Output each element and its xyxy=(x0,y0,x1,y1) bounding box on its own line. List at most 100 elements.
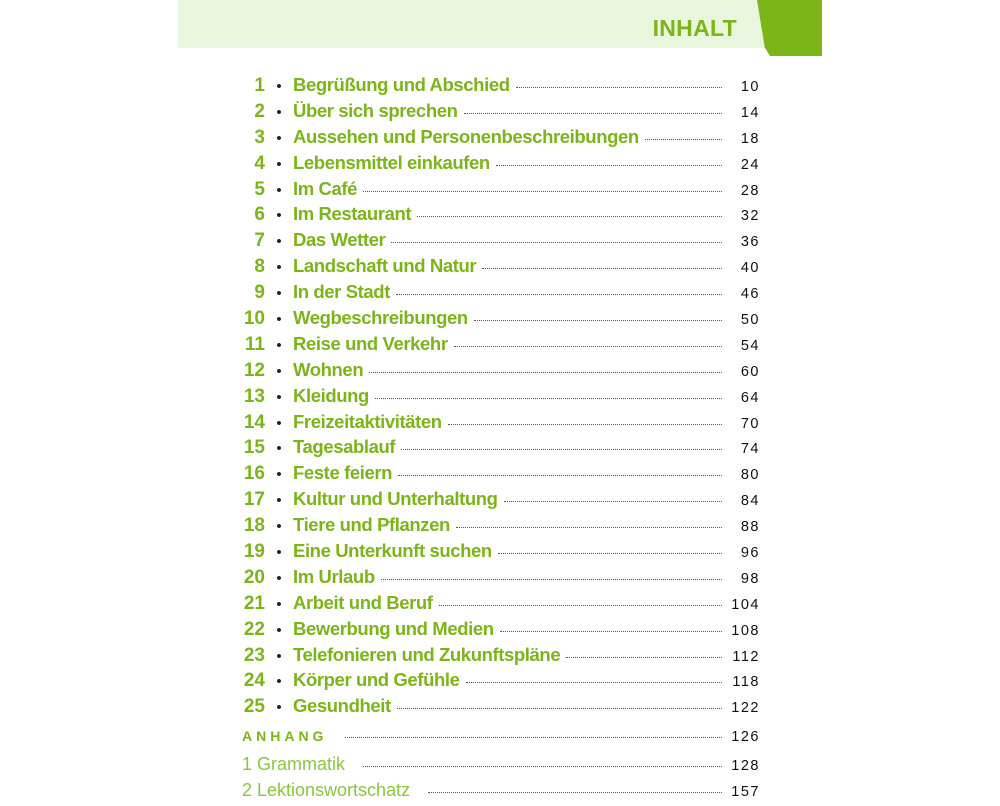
chapter-title: Im Café xyxy=(293,177,358,199)
chapter-title: Über sich sprechen xyxy=(293,99,458,121)
toc-chapter-row[interactable]: 5 • Im Café 28 xyxy=(230,178,760,204)
toc-chapter-row[interactable]: 18 • Tiere und Pflanzen 88 xyxy=(230,514,760,540)
dot-leader xyxy=(391,242,722,244)
page-number: 98 xyxy=(740,570,760,587)
chapter-number: 24 xyxy=(243,670,265,692)
page-number: 60 xyxy=(740,363,760,380)
toc-chapter-row[interactable]: 7 • Das Wetter 36 xyxy=(230,229,760,255)
toc-chapter-row[interactable]: 15 • Tagesablauf 74 xyxy=(230,436,760,462)
bullet-icon: • xyxy=(276,388,282,406)
page-number: 74 xyxy=(740,441,760,458)
chapter-number: 4 xyxy=(254,152,265,174)
toc-appendix-item[interactable]: 1 Grammatik 128 xyxy=(230,754,760,780)
toc-chapter-row[interactable]: 12 • Wohnen 60 xyxy=(230,359,760,385)
toc-chapter-row[interactable]: 8 • Landschaft und Natur 40 xyxy=(230,255,760,281)
dot-leader xyxy=(495,164,722,166)
page-number: 122 xyxy=(731,700,760,717)
dot-leader xyxy=(363,766,722,768)
page-number: 14 xyxy=(740,104,760,121)
toc-chapter-row[interactable]: 24 • Körper und Gefühle 118 xyxy=(230,669,760,695)
bullet-icon: • xyxy=(276,518,282,536)
chapter-title: Begrüßung und Abschied xyxy=(293,74,510,95)
toc-chapter-row[interactable]: 14 • Freizeitaktivitäten 70 xyxy=(230,411,760,437)
page-number: 128 xyxy=(731,758,760,775)
page-number: 88 xyxy=(740,519,760,536)
dot-leader xyxy=(482,268,722,270)
dot-leader xyxy=(644,138,722,140)
dot-leader xyxy=(503,501,722,503)
chapter-title: Feste feiern xyxy=(293,462,393,484)
page-number: 24 xyxy=(740,156,760,173)
toc-chapter-row[interactable]: 16 • Feste feiern 80 xyxy=(230,462,760,488)
chapter-number: 2 xyxy=(254,100,265,122)
dot-leader xyxy=(398,475,722,477)
toc-chapter-row[interactable]: 20 • Im Urlaub 98 xyxy=(230,566,760,592)
dot-leader xyxy=(395,294,722,296)
dot-leader xyxy=(455,527,722,529)
chapter-number: 20 xyxy=(243,566,265,588)
bullet-icon: • xyxy=(276,78,282,95)
toc-chapter-row[interactable]: 6 • Im Restaurant 32 xyxy=(230,203,760,229)
dot-leader xyxy=(438,604,722,606)
dot-leader xyxy=(345,737,722,739)
toc-chapter-row[interactable]: 17 • Kultur und Unterhaltung 84 xyxy=(230,488,760,514)
bullet-icon: • xyxy=(276,466,282,484)
chapter-number: 1 xyxy=(254,75,265,96)
page-number: 84 xyxy=(740,493,760,510)
chapter-number: 18 xyxy=(243,515,265,537)
chapter-title: Wohnen xyxy=(293,358,364,380)
bullet-icon: • xyxy=(276,595,282,613)
toc-chapter-row[interactable]: 25 • Gesundheit 122 xyxy=(230,695,760,721)
dot-leader xyxy=(428,792,722,794)
bullet-icon: • xyxy=(276,621,282,639)
toc-chapter-row[interactable]: 19 • Eine Unterkunft suchen 96 xyxy=(230,540,760,566)
toc-chapter-row[interactable]: 1 • Begrüßung und Abschied 10 xyxy=(230,74,760,100)
page-number: 104 xyxy=(731,596,760,613)
chapter-number: 17 xyxy=(243,489,265,511)
page-number: 46 xyxy=(740,286,760,303)
bullet-icon: • xyxy=(276,233,282,251)
dot-leader xyxy=(374,397,722,399)
toc-chapter-row[interactable]: 23 • Telefonieren und Zukunftspläne 112 xyxy=(230,644,760,670)
page-number: 80 xyxy=(740,467,760,484)
dot-leader xyxy=(396,708,722,710)
bullet-icon: • xyxy=(276,311,282,329)
page-number: 50 xyxy=(740,312,760,329)
dot-leader xyxy=(380,578,722,580)
toc-appendix-item[interactable]: 2 Lektionswortschatz 157 xyxy=(230,780,760,806)
bullet-icon: • xyxy=(276,362,282,380)
chapter-title: Gesundheit xyxy=(293,695,391,717)
dot-leader xyxy=(465,682,722,684)
chapter-number: 13 xyxy=(243,385,265,407)
bullet-icon: • xyxy=(276,492,282,510)
page-number: 126 xyxy=(731,729,760,746)
bullet-icon: • xyxy=(276,699,282,717)
toc-chapter-row[interactable]: 9 • In der Stadt 46 xyxy=(230,281,760,307)
dot-leader xyxy=(447,423,722,425)
chapter-number: 15 xyxy=(243,437,265,459)
chapter-title: Eine Unterkunft suchen xyxy=(293,540,492,562)
toc-chapter-row[interactable]: 4 • Lebensmittel einkaufen 24 xyxy=(230,152,760,178)
toc-chapter-row[interactable]: 22 • Bewerbung und Medien 108 xyxy=(230,618,760,644)
table-of-contents: 1 • Begrüßung und Abschied 10 2 • Über sich sp… xyxy=(230,74,760,806)
chapter-number: 14 xyxy=(243,411,265,433)
appendix-item-title: 1 Grammatik xyxy=(242,754,346,775)
toc-appendix-heading[interactable]: ANHANG 126 xyxy=(230,728,760,754)
page-number: 108 xyxy=(731,622,760,639)
chapter-number: 7 xyxy=(254,230,265,252)
toc-chapter-row[interactable]: 10 • Wegbeschreibungen 50 xyxy=(230,307,760,333)
chapter-number: 9 xyxy=(254,282,265,304)
toc-chapter-row[interactable]: 2 • Über sich sprechen 14 xyxy=(230,100,760,126)
dot-leader xyxy=(497,553,722,555)
toc-chapter-row[interactable]: 21 • Arbeit und Beruf 104 xyxy=(230,592,760,618)
page-title: INHALT xyxy=(652,15,737,41)
dot-leader xyxy=(566,656,722,658)
chapter-title: Aussehen und Personenbeschreibungen xyxy=(293,125,639,147)
chapter-number: 12 xyxy=(243,359,265,381)
toc-chapter-row[interactable]: 11 • Reise und Verkehr 54 xyxy=(230,333,760,359)
page-number: 40 xyxy=(740,260,760,277)
page-number: 32 xyxy=(740,208,760,225)
chapter-title: Lebensmittel einkaufen xyxy=(293,151,490,173)
toc-chapter-row[interactable]: 3 • Aussehen und Personenbeschreibungen 18 xyxy=(230,126,760,152)
toc-chapter-row[interactable]: 13 • Kleidung 64 xyxy=(230,385,760,411)
